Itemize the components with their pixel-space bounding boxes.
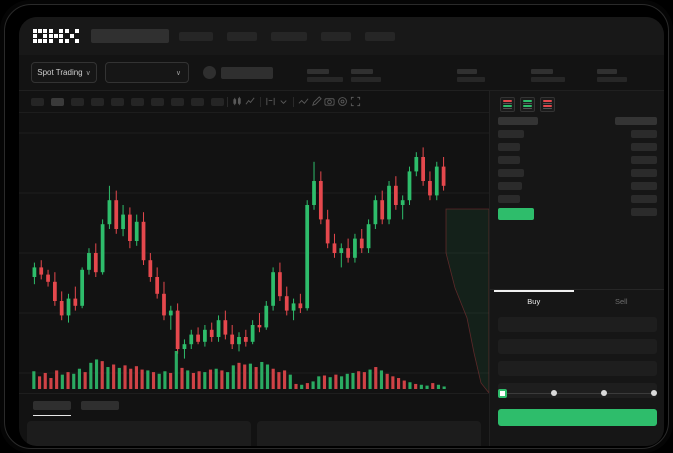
submit-buy-button[interactable]	[498, 409, 657, 426]
settings-gear-icon[interactable]	[336, 95, 349, 108]
slider-step-25[interactable]	[551, 390, 557, 396]
stat-low-24h	[531, 69, 569, 82]
okx-logo-x-icon	[65, 29, 79, 43]
coin-avatar-icon	[203, 66, 216, 79]
tab-sell[interactable]: Sell	[614, 297, 628, 306]
toolbar-divider	[227, 96, 228, 107]
order-form	[490, 317, 664, 405]
search-input[interactable]	[91, 29, 169, 43]
candlestick-chart[interactable]	[19, 113, 489, 393]
orderbook-row[interactable]	[490, 130, 664, 138]
timeframe-buttons	[31, 97, 224, 106]
orderbook-rows	[490, 117, 664, 309]
timeframe-1m[interactable]	[31, 97, 44, 106]
nav-item-more[interactable]	[365, 31, 395, 41]
chevron-down-icon: ∨	[85, 69, 91, 77]
order-fee-field[interactable]	[498, 383, 657, 398]
candlestick-chart-icon[interactable]	[231, 95, 244, 108]
candlestick-canvas	[19, 132, 489, 393]
timeframe-5m[interactable]	[51, 97, 64, 106]
pencil-icon[interactable]	[310, 95, 323, 108]
indicators-icon[interactable]	[264, 95, 277, 108]
toolbar-divider	[293, 96, 294, 107]
fullscreen-icon[interactable]	[349, 95, 362, 108]
pair-name-placeholder	[221, 66, 273, 79]
stat-volume-24h	[597, 69, 635, 82]
timeframe-4h[interactable]	[131, 97, 144, 106]
orderbook-view-toggles	[490, 91, 664, 112]
orderbook-view-asks-icon[interactable]	[540, 97, 555, 112]
okx-logo-o-icon	[33, 29, 47, 43]
pair-summary[interactable]	[203, 66, 273, 79]
trendline-icon[interactable]	[297, 95, 310, 108]
orderbook-header-row	[490, 117, 664, 125]
stat-high-24h	[457, 69, 495, 82]
tab-buy[interactable]: Buy	[490, 290, 578, 313]
timeframe-15m[interactable]	[71, 97, 84, 106]
bottom-card-left[interactable]	[27, 421, 251, 446]
order-amount-slider[interactable]	[498, 387, 657, 399]
bottom-panel-tabs	[19, 393, 489, 417]
timeframe-1m-month[interactable]	[191, 97, 204, 106]
timeframe-30m[interactable]	[91, 97, 104, 106]
nav-item-earn[interactable]	[271, 31, 307, 41]
chevron-down-icon[interactable]	[277, 95, 290, 108]
slider-track	[502, 392, 653, 394]
nav-items	[179, 31, 395, 41]
orderbook-row[interactable]	[490, 143, 664, 151]
device-bezel: Spot Trading ∨ ∨	[4, 4, 669, 449]
bottom-cards	[19, 421, 489, 446]
top-navigation-bar	[19, 17, 664, 55]
order-price-field[interactable]	[498, 317, 657, 332]
okx-logo-k-icon	[49, 29, 63, 43]
nav-item-trade[interactable]	[179, 31, 213, 41]
chevron-down-icon: ∨	[175, 69, 181, 77]
bottom-tab-order-history[interactable]	[81, 401, 119, 410]
orderbook-row[interactable]	[490, 195, 664, 203]
timeframe-1h[interactable]	[111, 97, 124, 106]
bottom-tab-open-orders[interactable]	[33, 401, 71, 416]
order-total-field[interactable]	[498, 361, 657, 376]
timeframe-1d[interactable]	[151, 97, 164, 106]
toolbar-divider	[260, 96, 261, 107]
orderbook-row-highlighted[interactable]	[490, 208, 664, 220]
timeframe-more[interactable]	[211, 97, 224, 106]
nav-item-assets[interactable]	[321, 31, 351, 41]
bottom-card-right[interactable]	[257, 421, 481, 446]
spot-trading-label: Spot Trading	[37, 68, 83, 77]
stat-change-24h	[351, 69, 389, 82]
okx-logo[interactable]	[33, 29, 79, 43]
market-subheader: Spot Trading ∨ ∨	[19, 55, 664, 91]
volume-canvas	[32, 351, 446, 389]
buy-sell-tabs: Buy Sell	[490, 289, 664, 313]
volume-histogram	[19, 347, 489, 393]
orderbook-trade-panel: Buy Sell	[489, 91, 664, 446]
trading-pair-dropdown[interactable]: ∨	[105, 62, 189, 83]
timeframe-1w[interactable]	[171, 97, 184, 106]
chart-toolbar	[19, 91, 489, 113]
orderbook-view-both-icon[interactable]	[500, 97, 515, 112]
orderbook-row[interactable]	[490, 156, 664, 164]
order-amount-field[interactable]	[498, 339, 657, 354]
slider-step-75[interactable]	[651, 390, 657, 396]
orderbook-row[interactable]	[490, 169, 664, 177]
app-screen: Spot Trading ∨ ∨	[19, 17, 664, 446]
orderbook-view-bids-icon[interactable]	[520, 97, 535, 112]
camera-icon[interactable]	[323, 95, 336, 108]
slider-step-0[interactable]	[498, 388, 507, 398]
nav-item-markets[interactable]	[227, 31, 257, 41]
orderbook-row[interactable]	[490, 182, 664, 190]
stat-last-price	[307, 69, 345, 82]
spot-trading-dropdown[interactable]: Spot Trading ∨	[31, 62, 97, 83]
slider-step-50[interactable]	[601, 390, 607, 396]
line-chart-icon[interactable]	[244, 95, 257, 108]
